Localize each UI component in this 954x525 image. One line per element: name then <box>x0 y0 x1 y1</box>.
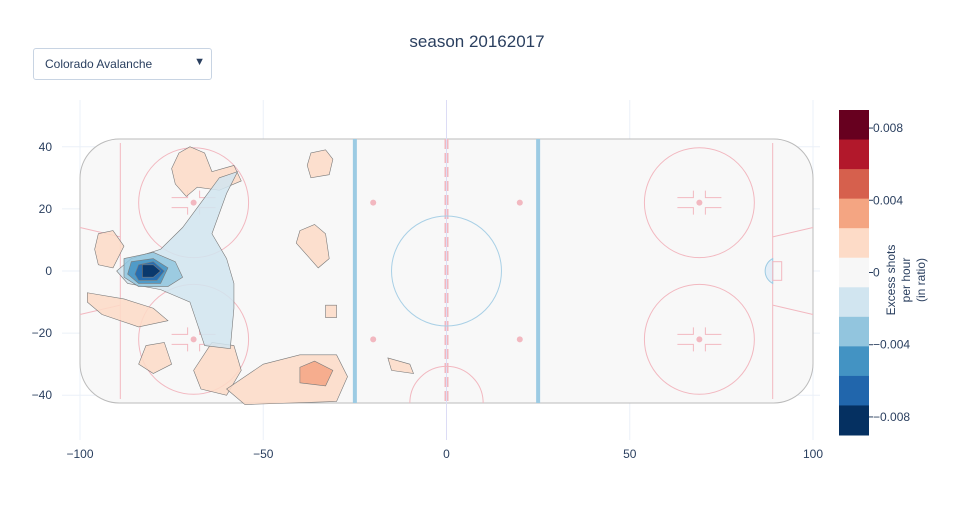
colorbar-title-line: (in ratio) <box>914 258 928 302</box>
colorbar-tick-label: 0.008 <box>873 121 903 135</box>
contour-diagonal-band <box>116 171 239 349</box>
colorbar-segment <box>839 169 869 200</box>
contour-pocket <box>94 230 125 269</box>
goal-crease <box>764 257 774 285</box>
triangle-down-icon: ▼ <box>194 56 205 68</box>
colorbar-segment <box>839 405 869 436</box>
contour-pocket <box>387 357 414 374</box>
hash-marks <box>677 190 722 215</box>
contour-pocket <box>306 149 334 179</box>
trapezoid <box>772 227 814 315</box>
faceoff-dot <box>696 199 703 206</box>
faceoff-dot <box>370 199 377 206</box>
faceoff-dot <box>516 199 523 206</box>
colorbar-tick-label: −0.008 <box>873 410 910 424</box>
faceoff-dot <box>516 336 523 343</box>
contour-slot-high-density <box>142 264 162 278</box>
x-tick-label: 100 <box>803 447 823 461</box>
colorbar-segment <box>839 346 869 377</box>
faceoff-circle <box>643 283 755 395</box>
colorbar-title-line: Excess shots <box>884 245 898 316</box>
colorbar-segment <box>839 316 869 347</box>
faceoff-dot <box>190 336 197 343</box>
colorbar-segment <box>839 198 869 229</box>
contour-pocket <box>295 224 330 269</box>
team-dropdown-label: Colorado Avalanche <box>45 57 153 71</box>
contour-pocket <box>138 342 172 374</box>
colorbar-tick-label: 0.004 <box>873 193 903 207</box>
team-dropdown[interactable]: Colorado Avalanche ▼ <box>33 48 212 80</box>
contour-pocket <box>87 292 169 328</box>
colorbar-segment <box>839 375 869 406</box>
x-tick-label: 0 <box>443 447 450 461</box>
faceoff-dot <box>370 336 377 343</box>
contour-pocket <box>193 342 242 396</box>
referee-crease <box>409 365 484 404</box>
center-circle <box>391 215 502 327</box>
hash-marks <box>171 327 216 352</box>
colorbar-segment <box>839 110 869 141</box>
faceoff-dot <box>190 199 197 206</box>
chart-title: season 20162017 <box>409 32 545 51</box>
x-tick-label: −100 <box>66 447 93 461</box>
goal-net <box>772 261 783 281</box>
faceoff-circle <box>643 147 755 259</box>
contour-pocket <box>325 304 337 318</box>
faceoff-dot <box>696 336 703 343</box>
y-tick-label: −20 <box>32 326 53 340</box>
y-tick-label: 20 <box>39 202 53 216</box>
x-tick-label: −50 <box>253 447 274 461</box>
colorbar-segment <box>839 139 869 170</box>
colorbar-title: Excess shotsper hour(in ratio) <box>884 245 928 316</box>
colorbar-segment <box>839 257 869 288</box>
colorbar-tick-label: −0.004 <box>873 338 910 352</box>
hash-marks <box>677 327 722 352</box>
colorbar-title-line: per hour <box>899 258 913 303</box>
y-tick-label: 40 <box>39 140 53 154</box>
colorbar-segment <box>839 287 869 318</box>
x-tick-label: 50 <box>623 447 637 461</box>
colorbar-tick-label: 0 <box>873 266 880 280</box>
contour-lower-right-pocket <box>299 360 334 387</box>
colorbar-segment <box>839 228 869 259</box>
y-tick-label: 0 <box>45 264 52 278</box>
y-tick-label: −40 <box>32 388 53 402</box>
hash-marks <box>171 190 216 215</box>
